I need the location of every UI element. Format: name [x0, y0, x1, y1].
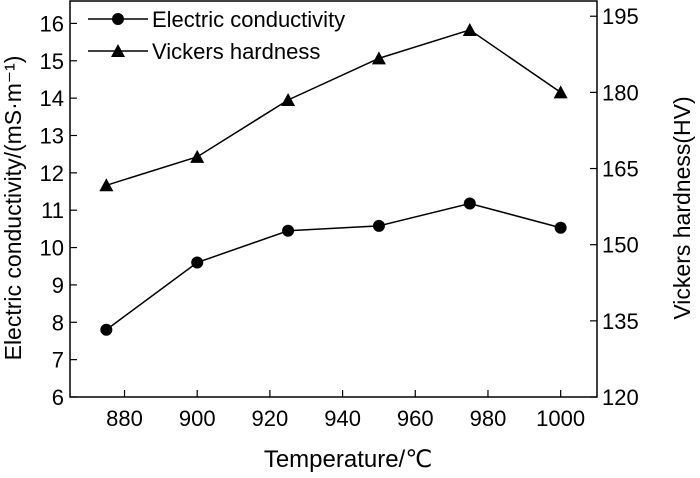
left-y-tick-label: 11: [41, 198, 64, 223]
right-y-tick-label: 195: [602, 4, 639, 29]
series-line-triangle: [106, 29, 562, 187]
left-y-axis-label: Electric conductivity/(mS·m⁻¹): [0, 56, 26, 361]
legend: Electric conductivity Vickers hardness: [88, 7, 345, 64]
x-tick-label: 1000: [536, 406, 585, 431]
right-y-axis-ticks: 120 135 150 165 180 195: [590, 4, 639, 410]
series-markers: [99, 22, 568, 336]
x-axis-label: Temperature/℃: [264, 446, 432, 473]
data-point-circle: [554, 221, 567, 234]
left-y-tick-label: 6: [52, 385, 64, 410]
data-point-circle: [191, 256, 204, 269]
left-y-tick-label: 8: [52, 310, 64, 335]
left-y-axis-ticks: 6 7 8 9 10 11 12 13 14 15 16: [40, 11, 77, 410]
legend-label-hardness: Vickers hardness: [152, 39, 320, 64]
series-lines: [105, 29, 562, 331]
data-point-triangle: [553, 85, 568, 99]
data-point-circle: [463, 197, 476, 210]
data-point-circle: [372, 219, 385, 232]
left-y-tick-label: 15: [40, 49, 64, 74]
right-y-tick-label: 165: [602, 157, 639, 182]
data-point-triangle: [99, 178, 114, 192]
left-y-tick-label: 13: [40, 123, 64, 148]
right-y-tick-label: 135: [602, 309, 639, 334]
left-y-tick-label: 7: [52, 348, 64, 373]
data-point-triangle: [281, 93, 296, 106]
x-tick-label: 900: [179, 406, 216, 431]
left-y-tick-label: 10: [40, 236, 64, 261]
left-y-tick-label: 16: [40, 11, 64, 36]
legend-marker-triangle: [111, 44, 125, 57]
legend-label-conductivity: Electric conductivity: [152, 7, 345, 32]
right-y-tick-label: 150: [602, 233, 639, 258]
data-point-circle: [282, 224, 295, 237]
x-axis-ticks: 880 900 920 940 960 980 1000: [106, 390, 585, 431]
x-tick-label: 960: [397, 406, 434, 431]
left-y-tick-label: 12: [40, 161, 64, 186]
x-tick-label: 940: [324, 406, 361, 431]
left-y-tick-label: 9: [52, 273, 64, 298]
data-point-triangle: [371, 51, 386, 65]
left-y-tick-label: 14: [40, 86, 64, 111]
right-y-axis-label: Vickers hardness(HV): [669, 96, 695, 319]
x-tick-label: 880: [106, 406, 143, 431]
series-line-circle: [105, 202, 561, 331]
right-y-tick-label: 180: [602, 80, 639, 105]
plot-frame: [69, 0, 598, 398]
data-point-circle: [100, 323, 113, 336]
data-point-triangle: [190, 149, 205, 163]
data-point-triangle: [462, 22, 477, 36]
x-tick-label: 980: [470, 406, 507, 431]
legend-marker-circle: [112, 13, 124, 25]
right-y-tick-label: 120: [602, 385, 639, 410]
x-tick-label: 920: [252, 406, 289, 431]
